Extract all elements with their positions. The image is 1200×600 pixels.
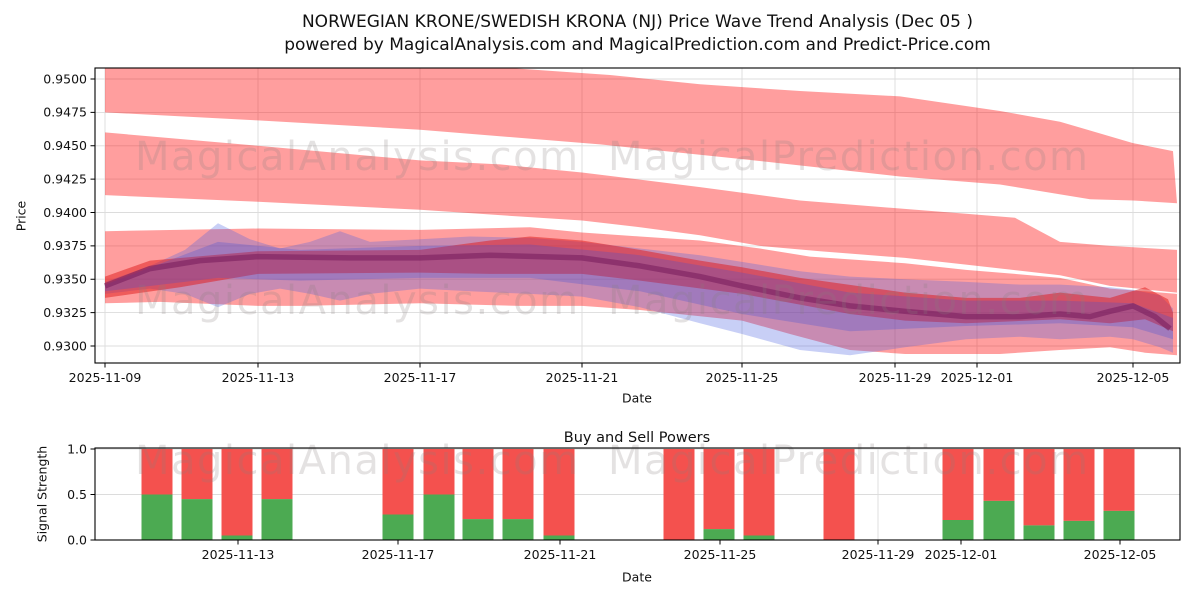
x-tick-label: 2025-12-01 xyxy=(925,547,998,562)
figure-subtitle: powered by MagicalAnalysis.com and Magic… xyxy=(284,35,991,55)
y-tick-label: 0.9350 xyxy=(43,272,87,287)
y-tick-label: 0.9475 xyxy=(43,105,87,120)
buy-bar-segment xyxy=(983,500,1015,540)
x-tick-label: 2025-11-17 xyxy=(384,370,457,385)
sell-bar-segment xyxy=(181,449,213,500)
top-date-axis-label: Date xyxy=(622,390,652,406)
buy-bar-segment xyxy=(942,520,974,540)
x-tick-label: 2025-11-25 xyxy=(684,547,757,562)
x-tick-label: 2025-11-21 xyxy=(524,547,597,562)
buy-sell-chart-title: Buy and Sell Powers xyxy=(563,430,711,446)
y-tick-label: 0.9375 xyxy=(43,238,87,253)
x-tick-label: 2025-11-21 xyxy=(546,370,619,385)
buy-bar-segment xyxy=(423,494,455,540)
sell-bar-segment xyxy=(382,449,414,515)
sell-bar-segment xyxy=(502,449,534,520)
y-tick-label: 0.9400 xyxy=(43,205,87,220)
sell-bar-segment xyxy=(221,449,253,536)
buy-bar-segment xyxy=(1103,510,1135,540)
watermark-text: MagicalAnalysis.com xyxy=(135,278,580,324)
x-tick-label: 2025-11-29 xyxy=(859,370,932,385)
y-tick-label: 0.5 xyxy=(67,487,87,502)
price-chart-area: MagicalAnalysis.com MagicalPrediction.com… xyxy=(43,67,1181,385)
sell-bar-segment xyxy=(823,449,855,540)
sell-bar-segment xyxy=(743,449,775,536)
sell-bar-segment xyxy=(261,449,293,500)
buy-bar-segment xyxy=(462,519,494,540)
buy-bar-segment xyxy=(141,494,173,540)
y-tick-label: 0.9425 xyxy=(43,171,87,186)
y-tick-label: 0.9500 xyxy=(43,71,87,86)
axis-border xyxy=(94,67,1181,364)
y-tick-label: 0.9325 xyxy=(43,305,87,320)
sell-bar-segment xyxy=(1103,449,1135,511)
sell-bar-segment xyxy=(423,449,455,495)
sell-bar-segment xyxy=(703,449,735,530)
blue-wave-band-core xyxy=(105,241,1173,340)
x-tick-label: 2025-11-09 xyxy=(69,370,142,385)
watermark-text: MagicalAnalysis.com xyxy=(135,134,580,180)
sell-bar-segment xyxy=(942,449,974,520)
upper-resistance-band xyxy=(105,68,1177,204)
buy-bar-segment xyxy=(703,529,735,540)
y-tick-label: 1.0 xyxy=(67,441,87,456)
watermark-text: MagicalPrediction.com xyxy=(608,438,1090,484)
x-tick-label: 2025-11-29 xyxy=(842,547,915,562)
x-tick-label: 2025-12-05 xyxy=(1097,370,1170,385)
sell-bar-segment xyxy=(1063,449,1095,521)
buy-bar-segment xyxy=(181,499,213,541)
sell-bar-segment xyxy=(1023,449,1055,526)
sell-bar-segment xyxy=(663,449,695,540)
x-tick-label: 2025-11-25 xyxy=(706,370,779,385)
bottom-date-axis-label: Date xyxy=(622,569,652,585)
x-tick-label: 2025-12-05 xyxy=(1084,547,1157,562)
x-tick-label: 2025-11-17 xyxy=(362,547,435,562)
x-tick-label: 2025-11-13 xyxy=(222,370,295,385)
buy-bar-segment xyxy=(743,535,775,540)
watermark-text: MagicalPrediction.com xyxy=(608,278,1090,324)
middle-resistance-band xyxy=(105,132,1177,293)
watermark-text: MagicalAnalysis.com xyxy=(135,438,580,484)
y-tick-label: 0.9450 xyxy=(43,138,87,153)
buy-bar-segment xyxy=(382,514,414,540)
price-core-line xyxy=(104,252,1172,331)
x-tick-label: 2025-12-01 xyxy=(941,370,1014,385)
sell-bar-segment xyxy=(462,449,494,520)
watermark-text: MagicalPrediction.com xyxy=(608,134,1090,180)
figure-title: NORWEGIAN KRONE/SWEDISH KRONA (NJ) Price… xyxy=(301,12,974,32)
sell-bar-segment xyxy=(543,449,575,536)
buy-bar-segment xyxy=(1063,520,1095,540)
buy-bar-segment xyxy=(502,519,534,540)
sell-bar-segment xyxy=(983,449,1015,501)
x-tick-label: 2025-11-13 xyxy=(202,547,275,562)
buy-sell-chart-area: MagicalAnalysis.com MagicalPrediction.com… xyxy=(67,438,1181,562)
y-tick-label: 0.9300 xyxy=(43,338,87,353)
y-tick-label: 0.0 xyxy=(67,532,87,547)
buy-bar-segment xyxy=(1023,525,1055,540)
buy-bar-segment xyxy=(221,535,253,540)
sell-bar-segment xyxy=(141,449,173,495)
buy-bar-segment xyxy=(543,535,575,540)
buy-bar-segment xyxy=(261,499,293,541)
